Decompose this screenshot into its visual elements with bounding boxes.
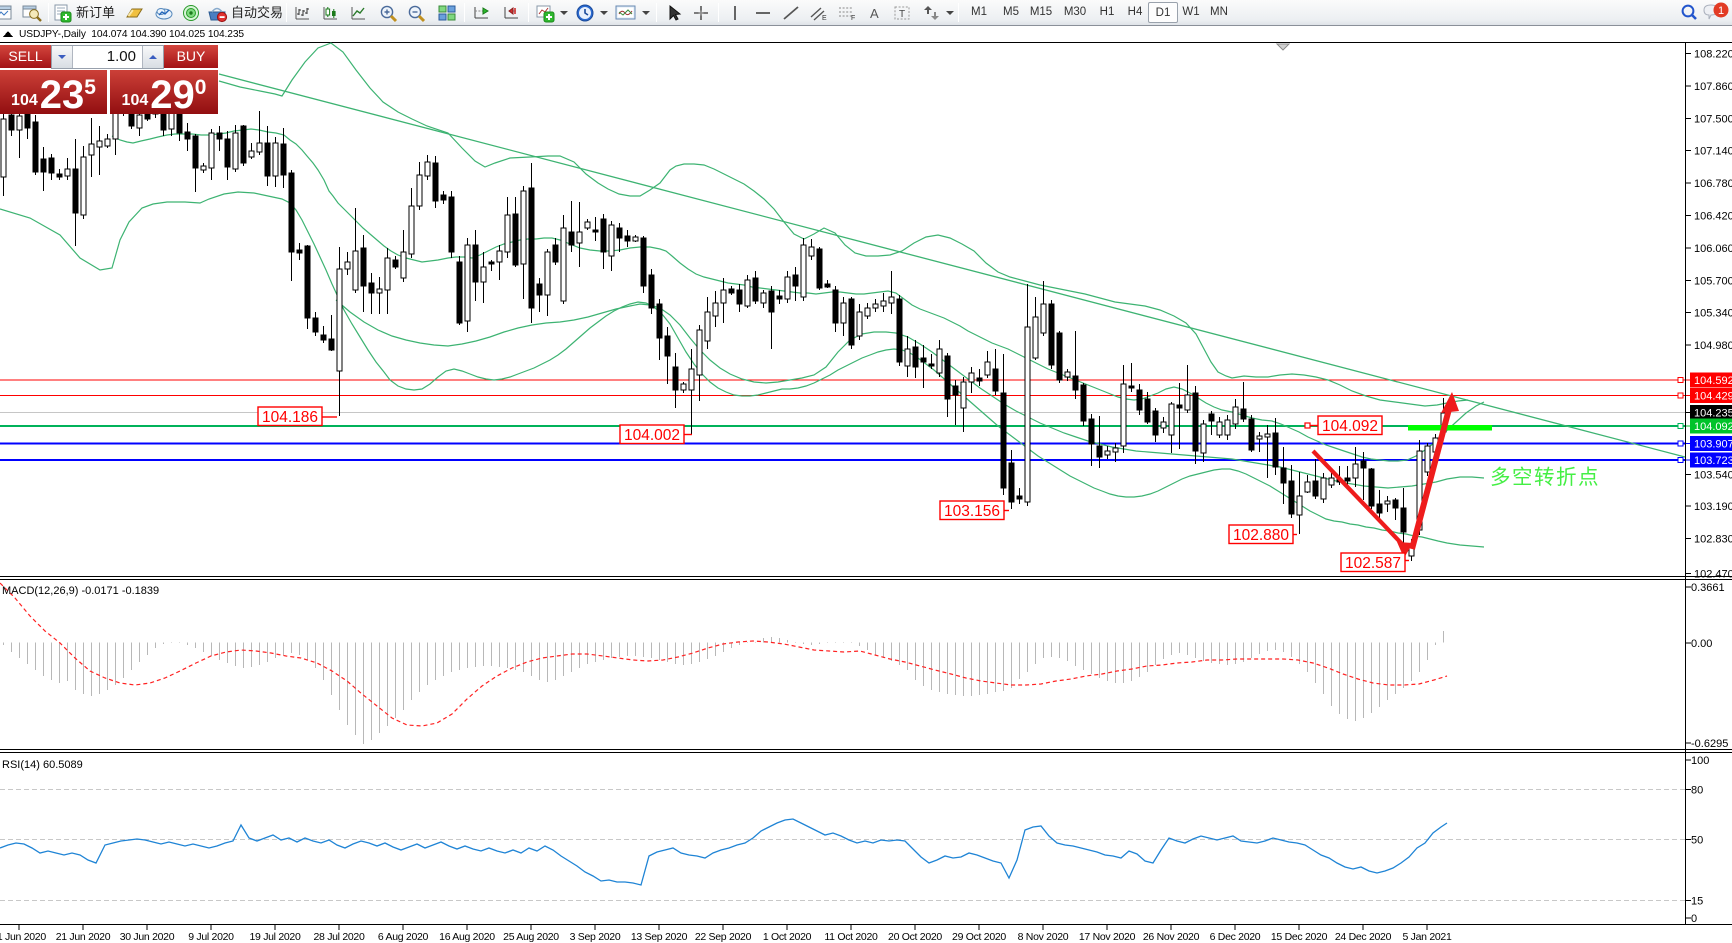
svg-text:-0.6295: -0.6295	[1691, 738, 1728, 750]
svg-text:15 Dec 2020: 15 Dec 2020	[1271, 931, 1328, 943]
svg-text:26 Nov 2020: 26 Nov 2020	[1143, 931, 1200, 943]
svg-text:106.420: 106.420	[1694, 211, 1732, 223]
svg-text:105.700: 105.700	[1694, 275, 1732, 287]
svg-text:22 Sep 2020: 22 Sep 2020	[695, 931, 752, 943]
svg-text:16 Aug 2020: 16 Aug 2020	[439, 931, 495, 943]
svg-text:104.186: 104.186	[262, 409, 318, 426]
svg-text:104.092: 104.092	[1322, 418, 1378, 435]
svg-text:108.220: 108.220	[1694, 49, 1732, 61]
svg-text:RSI(14) 60.5089: RSI(14) 60.5089	[2, 759, 83, 771]
svg-text:6 Dec 2020: 6 Dec 2020	[1210, 931, 1261, 943]
svg-text:29 Oct 2020: 29 Oct 2020	[952, 931, 1006, 943]
svg-text:11 Oct 2020: 11 Oct 2020	[824, 931, 878, 943]
svg-text:MACD(12,26,9) -0.0171 -0.1839: MACD(12,26,9) -0.0171 -0.1839	[2, 585, 159, 597]
svg-text:104.592: 104.592	[1694, 375, 1732, 387]
svg-text:28 Jul 2020: 28 Jul 2020	[314, 931, 365, 943]
svg-text:104.429: 104.429	[1694, 391, 1732, 403]
svg-text:A: A	[870, 6, 879, 21]
svg-text:8 Nov 2020: 8 Nov 2020	[1018, 931, 1069, 943]
svg-text:11 Jun 2020: 11 Jun 2020	[0, 931, 46, 943]
svg-text:107.140: 107.140	[1694, 146, 1732, 158]
svg-text:19 Jul 2020: 19 Jul 2020	[250, 931, 301, 943]
svg-text:103.190: 103.190	[1694, 501, 1732, 513]
svg-text:102.587: 102.587	[1345, 555, 1401, 572]
svg-text:106.060: 106.060	[1694, 243, 1732, 255]
svg-text:102.880: 102.880	[1233, 527, 1289, 544]
svg-text:102.830: 102.830	[1694, 534, 1732, 546]
svg-text:6 Aug 2020: 6 Aug 2020	[378, 931, 429, 943]
svg-text:0.00: 0.00	[1691, 638, 1712, 650]
svg-text:103.907: 103.907	[1694, 439, 1732, 451]
svg-text:107.860: 107.860	[1694, 81, 1732, 93]
svg-text:104.092: 104.092	[1694, 421, 1732, 433]
svg-text:21 Jun 2020: 21 Jun 2020	[56, 931, 111, 943]
svg-text:102.470: 102.470	[1694, 569, 1732, 581]
svg-text:100: 100	[1691, 755, 1709, 767]
svg-text:多空转折点: 多空转折点	[1490, 466, 1600, 489]
svg-text:30 Jun 2020: 30 Jun 2020	[120, 931, 175, 943]
svg-text:E: E	[822, 15, 827, 22]
svg-text:25 Aug 2020: 25 Aug 2020	[503, 931, 559, 943]
svg-text:50: 50	[1691, 835, 1703, 847]
svg-text:105.340: 105.340	[1694, 308, 1732, 320]
svg-text:1 Oct 2020: 1 Oct 2020	[763, 931, 812, 943]
svg-text:3 Sep 2020: 3 Sep 2020	[570, 931, 621, 943]
svg-text:15: 15	[1691, 896, 1703, 908]
svg-text:106.780: 106.780	[1694, 178, 1732, 190]
svg-text:20 Oct 2020: 20 Oct 2020	[888, 931, 942, 943]
svg-text:T: T	[899, 9, 905, 20]
svg-text:9 Jul 2020: 9 Jul 2020	[188, 931, 234, 943]
svg-text:13 Sep 2020: 13 Sep 2020	[631, 931, 688, 943]
svg-text:0: 0	[1691, 913, 1697, 925]
svg-text:F: F	[851, 15, 855, 22]
svg-text:103.156: 103.156	[944, 503, 1000, 520]
svg-text:107.500: 107.500	[1694, 113, 1732, 125]
svg-text:104.235: 104.235	[1694, 408, 1732, 420]
svg-text:103.723: 103.723	[1694, 455, 1732, 467]
svg-text:24 Dec 2020: 24 Dec 2020	[1335, 931, 1392, 943]
svg-text:USDJPY-,Daily 104.074 104.390: USDJPY-,Daily 104.074 104.390 104.025 10…	[19, 29, 244, 40]
svg-text:104.002: 104.002	[624, 427, 680, 444]
svg-text:0.3661: 0.3661	[1691, 582, 1725, 594]
svg-text:5 Jan 2021: 5 Jan 2021	[1403, 931, 1452, 943]
svg-text:103.540: 103.540	[1694, 470, 1732, 482]
svg-text:1: 1	[1718, 5, 1724, 17]
svg-text:80: 80	[1691, 785, 1703, 797]
svg-text:17 Nov 2020: 17 Nov 2020	[1079, 931, 1136, 943]
svg-text:104.980: 104.980	[1694, 340, 1732, 352]
